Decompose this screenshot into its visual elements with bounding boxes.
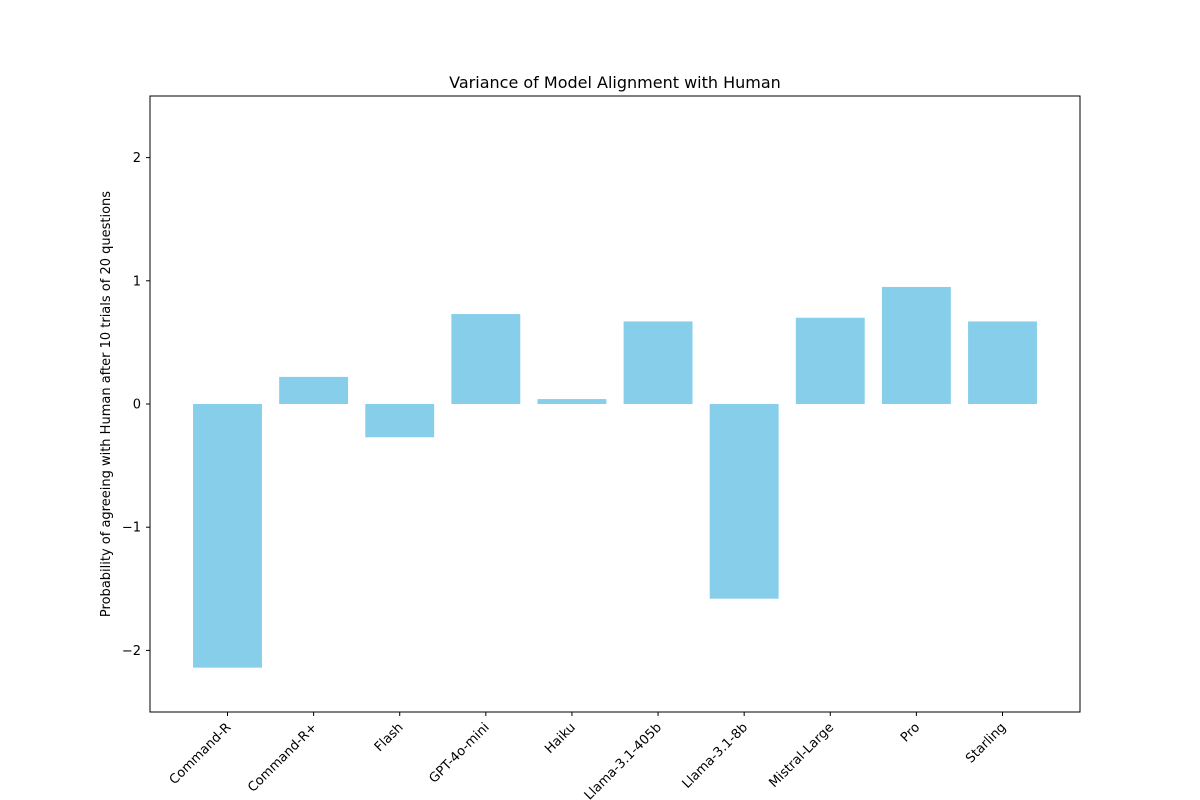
y-tick-label: −1	[122, 521, 141, 536]
x-tick-label: Flash	[372, 720, 407, 755]
x-tick-label: Llama-3.1-8b	[680, 720, 751, 791]
y-tick-label: 1	[133, 274, 141, 289]
x-tick-label: GPT-4o-mini	[426, 720, 492, 786]
x-tick-label: Haiku	[542, 720, 579, 757]
bar-starling	[968, 321, 1037, 404]
chart-title: Variance of Model Alignment with Human	[449, 73, 781, 92]
x-tick-label: Starling	[963, 720, 1009, 766]
y-axis: −2 −1 0 1 2	[122, 151, 150, 659]
x-axis: Command-R Command-R+ Flash GPT-4o-mini Haiku…	[167, 712, 1009, 800]
y-tick-label: 0	[133, 398, 141, 413]
bars-group	[193, 286, 1037, 668]
y-axis-label: Probability of agreeing with Human after…	[99, 191, 114, 617]
y-tick-label: 2	[133, 151, 141, 166]
bar-llama-3-1-8b	[709, 404, 779, 599]
bar-llama-3-1-405b	[623, 321, 693, 404]
bar-mistral-large	[795, 317, 865, 404]
bar-pro	[881, 286, 951, 404]
x-tick-label: Command-R+	[245, 720, 320, 795]
bar-haiku	[537, 399, 607, 404]
bar-flash	[365, 404, 435, 438]
x-tick-label: Mistral-Large	[766, 720, 837, 791]
x-tick-label: Command-R	[167, 720, 235, 788]
bar-gpt-4o-mini	[451, 314, 521, 404]
bar-command-r	[193, 404, 262, 668]
bar-command-r-	[279, 376, 349, 404]
x-tick-label: Pro	[898, 720, 923, 745]
y-tick-label: −2	[122, 644, 141, 659]
x-tick-label: Llama-3.1-405b	[582, 720, 665, 800]
